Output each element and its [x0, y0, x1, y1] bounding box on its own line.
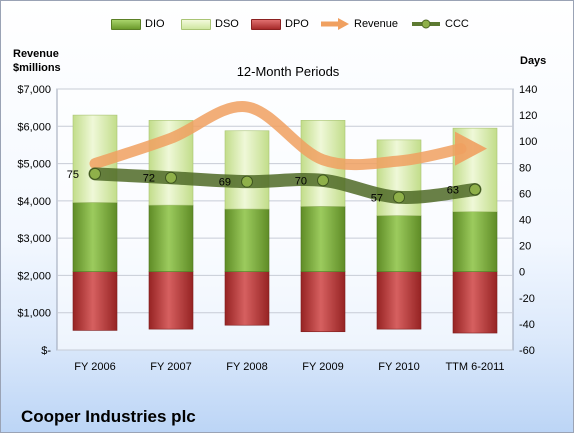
- bar-dio: [224, 208, 270, 272]
- right-tick-label: 100: [519, 136, 537, 148]
- legend-item-revenue: Revenue: [320, 13, 398, 35]
- left-tick-label: $-: [41, 345, 51, 357]
- legend-item-dso: DSO: [181, 13, 239, 35]
- right-tick-label: 140: [519, 84, 537, 96]
- bar-dpo: [300, 271, 346, 333]
- ccc-marker: [165, 171, 177, 184]
- legend-swatch-ccc: [412, 19, 440, 29]
- bar-dpo: [452, 271, 498, 334]
- bar-dpo: [224, 271, 270, 326]
- right-tick-label: 120: [519, 110, 537, 122]
- x-tick-label: FY 2009: [302, 361, 343, 373]
- ccc-data-label: 72: [143, 173, 155, 185]
- bar-dio: [148, 204, 194, 273]
- legend-item-dpo: DPO: [251, 13, 309, 35]
- company-name: Cooper Industries plc: [21, 407, 196, 426]
- ccc-data-label: 63: [447, 184, 459, 196]
- revenue-line: [89, 101, 467, 171]
- bar-dso: [224, 130, 270, 210]
- x-tick-label: FY 2007: [150, 361, 191, 373]
- bar-dio: [452, 211, 498, 272]
- x-tick-label: FY 2010: [378, 361, 419, 373]
- ccc-marker: [89, 167, 101, 180]
- left-tick-label: $7,000: [17, 84, 51, 96]
- x-tick-label: FY 2008: [226, 361, 267, 373]
- ccc-data-label: 57: [371, 192, 383, 204]
- right-tick-label: -40: [519, 319, 535, 331]
- left-axis-title-line1: Revenue: [13, 48, 59, 60]
- x-tick-label: TTM 6-2011: [445, 361, 504, 373]
- bar-dio: [376, 215, 422, 273]
- legend-swatch-dio: [111, 18, 141, 30]
- ccc-marker: [241, 175, 253, 188]
- right-tick-label: 80: [519, 162, 531, 174]
- bar-dio: [300, 206, 346, 272]
- left-axis-title-line2: $millions: [13, 62, 61, 74]
- legend-swatch-dpo: [251, 18, 281, 30]
- ccc-data-label: 70: [295, 175, 307, 187]
- right-axis-title: Days: [520, 55, 547, 67]
- legend-label-dso: DSO: [215, 18, 239, 30]
- left-axis-title: Revenue $millions: [13, 47, 61, 75]
- legend: DIO DSO DPO Revenue CCC: [1, 13, 573, 35]
- ccc-line: [88, 167, 482, 204]
- right-tick-label: 40: [519, 215, 531, 227]
- bar-dio: [72, 202, 118, 273]
- bar-dpo: [72, 271, 118, 331]
- left-tick-label: $2,000: [17, 270, 51, 282]
- left-tick-label: $5,000: [17, 159, 51, 171]
- legend-item-dio: DIO: [111, 13, 165, 35]
- bar-dpo: [376, 271, 422, 330]
- revenue-arrowhead: [455, 131, 487, 166]
- left-tick-label: $3,000: [17, 233, 51, 245]
- right-tick-label: 20: [519, 241, 531, 253]
- legend-swatch-dso: [181, 18, 211, 30]
- legend-item-ccc: CCC: [411, 13, 469, 35]
- ccc-marker: [393, 191, 405, 204]
- legend-label-ccc: CCC: [445, 18, 469, 30]
- legend-swatch-revenue: [321, 18, 349, 30]
- ccc-marker: [469, 183, 481, 196]
- x-tick-label: FY 2006: [74, 361, 115, 373]
- ccc-data-label: 75: [67, 169, 79, 181]
- left-tick-label: $1,000: [17, 308, 51, 320]
- ccc-marker: [317, 174, 329, 187]
- right-tick-label: 0: [519, 267, 525, 279]
- legend-label-dpo: DPO: [285, 18, 309, 30]
- legend-label-revenue: Revenue: [354, 18, 399, 30]
- bar-dpo: [148, 271, 194, 330]
- chart-title: 12-Month Periods: [236, 64, 340, 79]
- right-tick-label: -20: [519, 293, 535, 305]
- left-tick-label: $4,000: [17, 196, 51, 208]
- legend-label-dio: DIO: [145, 18, 165, 30]
- bar-dso: [376, 139, 422, 216]
- right-tick-label: 60: [519, 188, 531, 200]
- ccc-data-label: 69: [219, 177, 231, 189]
- left-tick-label: $6,000: [17, 121, 51, 133]
- right-tick-label: -60: [519, 345, 535, 357]
